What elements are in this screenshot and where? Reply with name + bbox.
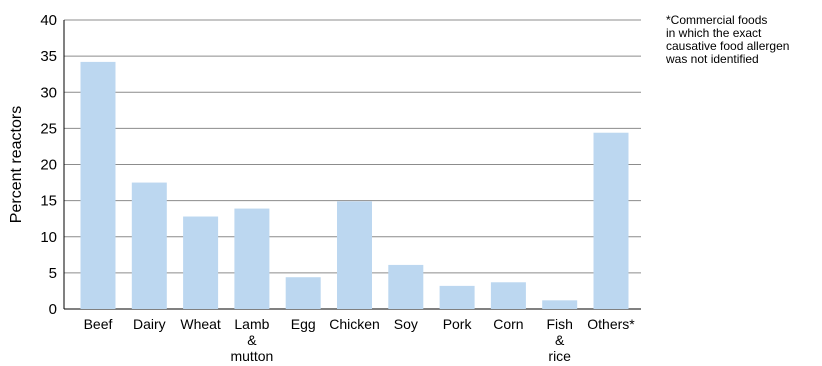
- x-tick-labels: Beef Dairy Wheat Lamb & mutton Egg Chicken Soy Po…: [84, 316, 636, 364]
- bar: [131, 182, 167, 309]
- bar: [490, 282, 526, 309]
- bar: [80, 61, 116, 309]
- bar: [593, 132, 629, 309]
- y-tick-label: 35: [40, 48, 57, 65]
- x-tick-label: Egg: [291, 316, 316, 332]
- y-tick-label: 25: [40, 120, 57, 137]
- y-tick-label: 0: [49, 301, 57, 318]
- x-tick-label: Fish & rice: [546, 316, 572, 364]
- y-tick-label: 5: [49, 265, 57, 282]
- x-tick-label: Others*: [587, 316, 635, 332]
- y-tick-label: 15: [40, 193, 57, 210]
- bar: [542, 300, 578, 309]
- bars: [80, 61, 629, 309]
- x-tick-label: Wheat: [180, 316, 221, 332]
- bar: [234, 208, 270, 309]
- footnote: *Commercial foods in which the exact cau…: [666, 13, 790, 66]
- y-tick-label: 30: [40, 84, 57, 101]
- y-axis-label: Percent reactors: [8, 106, 25, 223]
- bar: [183, 216, 219, 309]
- bar: [337, 201, 372, 309]
- bar: [285, 277, 321, 309]
- y-tick-label: 20: [40, 157, 57, 174]
- x-tick-label: Corn: [493, 316, 523, 332]
- x-tick-label: Lamb & mutton: [230, 316, 273, 364]
- bar: [388, 264, 424, 309]
- bar: [439, 285, 475, 309]
- x-tick-label: Dairy: [133, 316, 166, 332]
- y-tick-label: 10: [40, 229, 57, 246]
- x-tick-label: Beef: [84, 316, 113, 332]
- y-tick-labels: 0 5 10 15 20 25 30 35 40: [40, 12, 57, 318]
- x-tick-label: Pork: [443, 316, 473, 332]
- y-tick-label: 40: [40, 12, 57, 29]
- x-tick-label: Chicken: [329, 316, 380, 332]
- x-tick-label: Soy: [394, 316, 418, 332]
